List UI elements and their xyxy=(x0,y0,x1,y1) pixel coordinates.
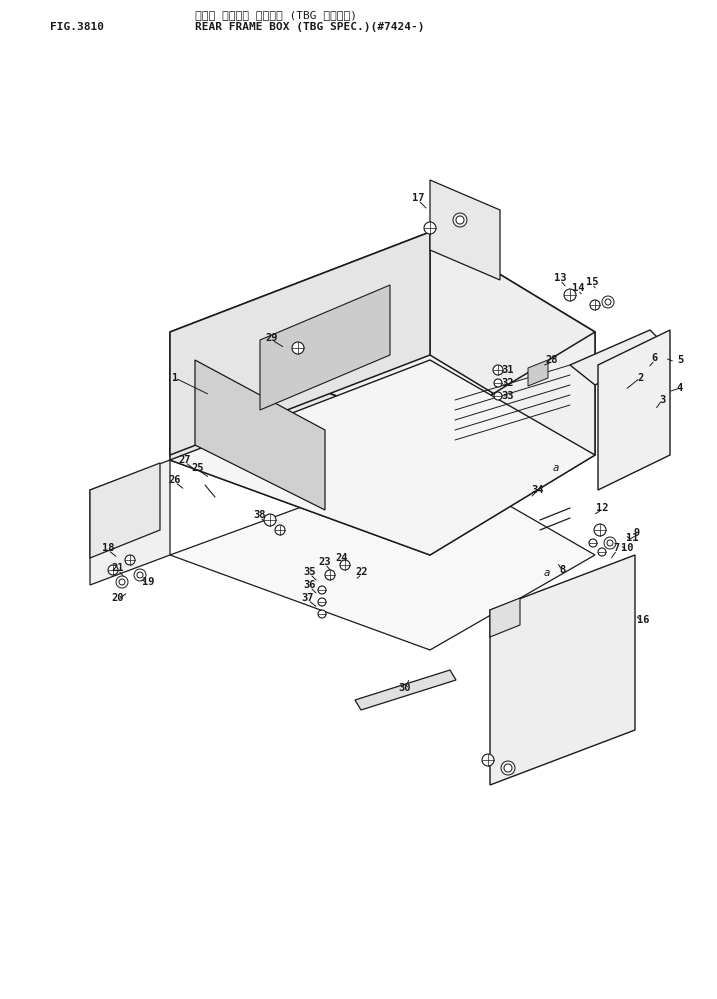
Polygon shape xyxy=(570,330,670,385)
Text: 33: 33 xyxy=(502,391,514,401)
Text: 24: 24 xyxy=(336,553,348,563)
Circle shape xyxy=(108,565,118,575)
Circle shape xyxy=(456,216,464,224)
Circle shape xyxy=(482,754,494,766)
Text: 37: 37 xyxy=(302,593,314,603)
Polygon shape xyxy=(490,555,635,785)
Text: 2: 2 xyxy=(637,373,643,383)
Text: 3: 3 xyxy=(659,395,665,405)
Text: 28: 28 xyxy=(546,355,559,365)
Circle shape xyxy=(318,586,326,594)
Circle shape xyxy=(494,392,502,400)
Circle shape xyxy=(594,524,606,536)
Polygon shape xyxy=(170,232,595,432)
Polygon shape xyxy=(598,330,670,490)
Text: 12: 12 xyxy=(596,503,608,513)
Text: 31: 31 xyxy=(502,365,514,375)
Circle shape xyxy=(607,540,613,546)
Text: 34: 34 xyxy=(532,485,544,495)
Text: 21: 21 xyxy=(112,563,124,573)
Circle shape xyxy=(318,610,326,618)
Text: 19: 19 xyxy=(142,577,154,587)
Text: a: a xyxy=(553,463,559,473)
Circle shape xyxy=(590,300,600,310)
Circle shape xyxy=(275,525,285,535)
Text: リヤー フレーム ボックス (TBG スペック): リヤー フレーム ボックス (TBG スペック) xyxy=(195,10,357,20)
Text: 17: 17 xyxy=(412,193,424,203)
Text: 8: 8 xyxy=(560,565,566,575)
Text: 25: 25 xyxy=(191,463,204,473)
Text: 10: 10 xyxy=(621,543,633,553)
Text: 29: 29 xyxy=(266,333,278,343)
Text: FIG.3810: FIG.3810 xyxy=(50,22,104,32)
Text: 23: 23 xyxy=(319,557,331,567)
Text: 11: 11 xyxy=(626,533,638,543)
Text: 7: 7 xyxy=(614,543,620,553)
Circle shape xyxy=(125,555,135,565)
Polygon shape xyxy=(90,463,160,558)
Circle shape xyxy=(325,570,335,580)
Polygon shape xyxy=(260,285,390,410)
Polygon shape xyxy=(170,332,430,555)
Circle shape xyxy=(292,342,304,354)
Polygon shape xyxy=(195,360,325,510)
Text: 16: 16 xyxy=(637,615,650,625)
Text: 36: 36 xyxy=(304,580,316,590)
Polygon shape xyxy=(430,332,595,555)
Circle shape xyxy=(598,548,606,556)
Text: 20: 20 xyxy=(112,593,124,603)
Polygon shape xyxy=(528,360,548,386)
Text: 38: 38 xyxy=(254,510,266,520)
Text: 30: 30 xyxy=(399,683,412,693)
Text: 15: 15 xyxy=(586,277,598,287)
Text: a: a xyxy=(543,568,550,578)
Circle shape xyxy=(494,379,502,387)
Circle shape xyxy=(340,560,350,570)
Circle shape xyxy=(318,598,326,606)
Polygon shape xyxy=(170,460,595,650)
Polygon shape xyxy=(490,598,520,637)
Text: 4: 4 xyxy=(677,383,683,393)
Text: 27: 27 xyxy=(179,455,191,465)
Text: 18: 18 xyxy=(102,543,114,553)
Circle shape xyxy=(589,539,597,547)
Polygon shape xyxy=(430,180,500,280)
Text: 32: 32 xyxy=(502,378,514,388)
Text: 14: 14 xyxy=(571,283,584,293)
Text: 13: 13 xyxy=(554,273,566,283)
Circle shape xyxy=(264,514,276,526)
Text: 26: 26 xyxy=(168,475,181,485)
Text: 5: 5 xyxy=(677,355,683,365)
Circle shape xyxy=(605,299,611,305)
Text: 9: 9 xyxy=(634,528,640,538)
Polygon shape xyxy=(170,232,430,455)
Text: 1: 1 xyxy=(172,373,178,383)
Circle shape xyxy=(493,365,503,375)
Polygon shape xyxy=(430,232,595,455)
Text: REAR FRAME BOX (TBG SPEC.)(#7424-): REAR FRAME BOX (TBG SPEC.)(#7424-) xyxy=(195,22,424,32)
Polygon shape xyxy=(170,360,595,555)
Text: 22: 22 xyxy=(356,567,369,577)
Circle shape xyxy=(424,222,436,234)
Text: 6: 6 xyxy=(652,353,658,363)
Polygon shape xyxy=(90,460,170,585)
Circle shape xyxy=(137,572,143,578)
Polygon shape xyxy=(355,670,456,710)
Circle shape xyxy=(504,764,512,772)
Text: 35: 35 xyxy=(304,567,316,577)
Circle shape xyxy=(119,579,125,585)
Circle shape xyxy=(564,289,576,301)
